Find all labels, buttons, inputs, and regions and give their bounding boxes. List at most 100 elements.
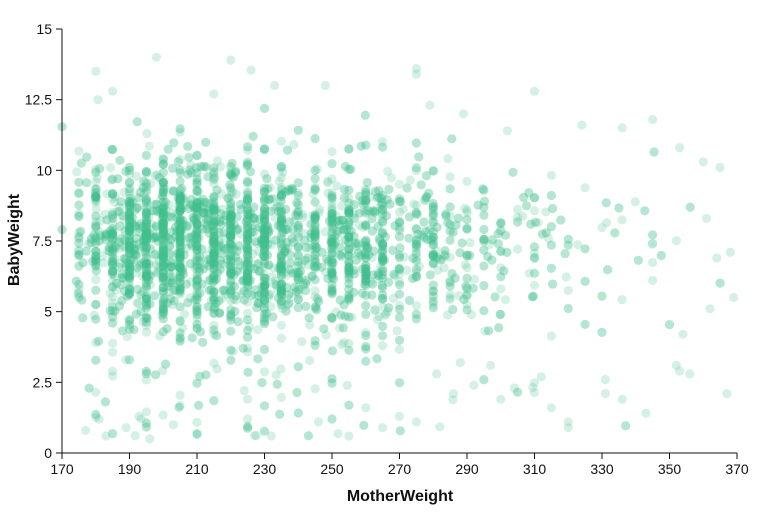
data-point [242, 243, 252, 253]
data-point [225, 231, 235, 241]
data-point [378, 253, 388, 263]
data-point [243, 231, 253, 241]
data-point [91, 222, 101, 232]
data-point [209, 209, 219, 219]
data-point [175, 253, 185, 263]
data-point [136, 414, 146, 424]
data-point [226, 210, 236, 220]
data-point [141, 252, 151, 262]
data-point [76, 226, 86, 236]
data-point [141, 229, 151, 239]
data-point [546, 190, 557, 201]
data-point [124, 230, 135, 241]
data-point [292, 197, 302, 208]
data-point [158, 288, 168, 298]
data-point [370, 305, 380, 315]
data-point [494, 323, 504, 333]
data-point [276, 214, 286, 224]
data-point [158, 282, 168, 293]
data-point [259, 256, 270, 266]
data-point [173, 274, 183, 284]
data-point [411, 268, 421, 278]
data-point [529, 193, 540, 203]
data-point [172, 226, 182, 236]
data-point [395, 243, 405, 253]
data-point [260, 242, 270, 252]
data-point [361, 344, 371, 354]
data-point [225, 238, 235, 248]
data-point [86, 234, 96, 244]
data-point [230, 306, 240, 317]
data-point [108, 260, 118, 270]
data-point [259, 169, 270, 179]
data-point [231, 252, 241, 262]
data-point [301, 285, 311, 296]
data-point [293, 251, 303, 261]
data-point [259, 213, 270, 223]
data-point [158, 221, 168, 231]
data-point [310, 133, 320, 144]
data-point [361, 196, 371, 206]
data-point [175, 243, 185, 253]
data-point [239, 286, 249, 296]
data-point [108, 229, 118, 239]
data-point [411, 314, 421, 324]
data-point [459, 109, 469, 119]
data-point [256, 235, 266, 245]
data-point [246, 208, 256, 218]
data-point [116, 280, 126, 290]
data-point [310, 213, 320, 223]
data-point [74, 211, 84, 222]
data-point [209, 205, 219, 215]
data-point [94, 336, 104, 346]
data-point [243, 264, 253, 274]
data-point [244, 211, 254, 221]
data-point [349, 265, 359, 275]
data-point [209, 227, 219, 237]
data-point [301, 278, 311, 288]
data-point [192, 310, 202, 320]
data-point [209, 225, 219, 236]
data-point [158, 254, 168, 264]
data-point [192, 203, 202, 213]
data-point [198, 337, 208, 347]
data-point [158, 208, 168, 218]
data-point [124, 213, 135, 223]
data-point [480, 326, 490, 336]
data-point [204, 208, 214, 218]
data-point [327, 248, 337, 258]
data-point [226, 229, 236, 239]
data-point [404, 295, 415, 306]
data-point [276, 216, 286, 227]
data-point [108, 318, 118, 328]
data-point [310, 228, 320, 238]
data-point [344, 198, 354, 208]
data-point [344, 295, 354, 305]
data-point [209, 238, 219, 248]
data-point [305, 320, 315, 330]
data-point [144, 269, 154, 279]
data-point [124, 324, 135, 334]
data-point [108, 366, 118, 376]
data-point [192, 234, 202, 244]
data-point [243, 229, 253, 240]
data-point [243, 221, 253, 231]
data-point [178, 192, 188, 202]
data-point [156, 204, 166, 214]
data-point [278, 227, 288, 237]
data-point [327, 188, 337, 198]
data-point [141, 284, 151, 294]
data-point [191, 256, 201, 266]
y-tick-label: 0 [44, 445, 52, 461]
data-point [226, 213, 236, 223]
data-point [313, 294, 323, 304]
data-point [240, 262, 250, 272]
data-point [108, 244, 118, 254]
data-point [243, 178, 253, 188]
data-point [648, 275, 658, 286]
data-point [259, 225, 270, 235]
data-point [344, 293, 354, 303]
data-point [209, 232, 219, 242]
data-point [145, 244, 155, 254]
data-point [243, 196, 253, 206]
